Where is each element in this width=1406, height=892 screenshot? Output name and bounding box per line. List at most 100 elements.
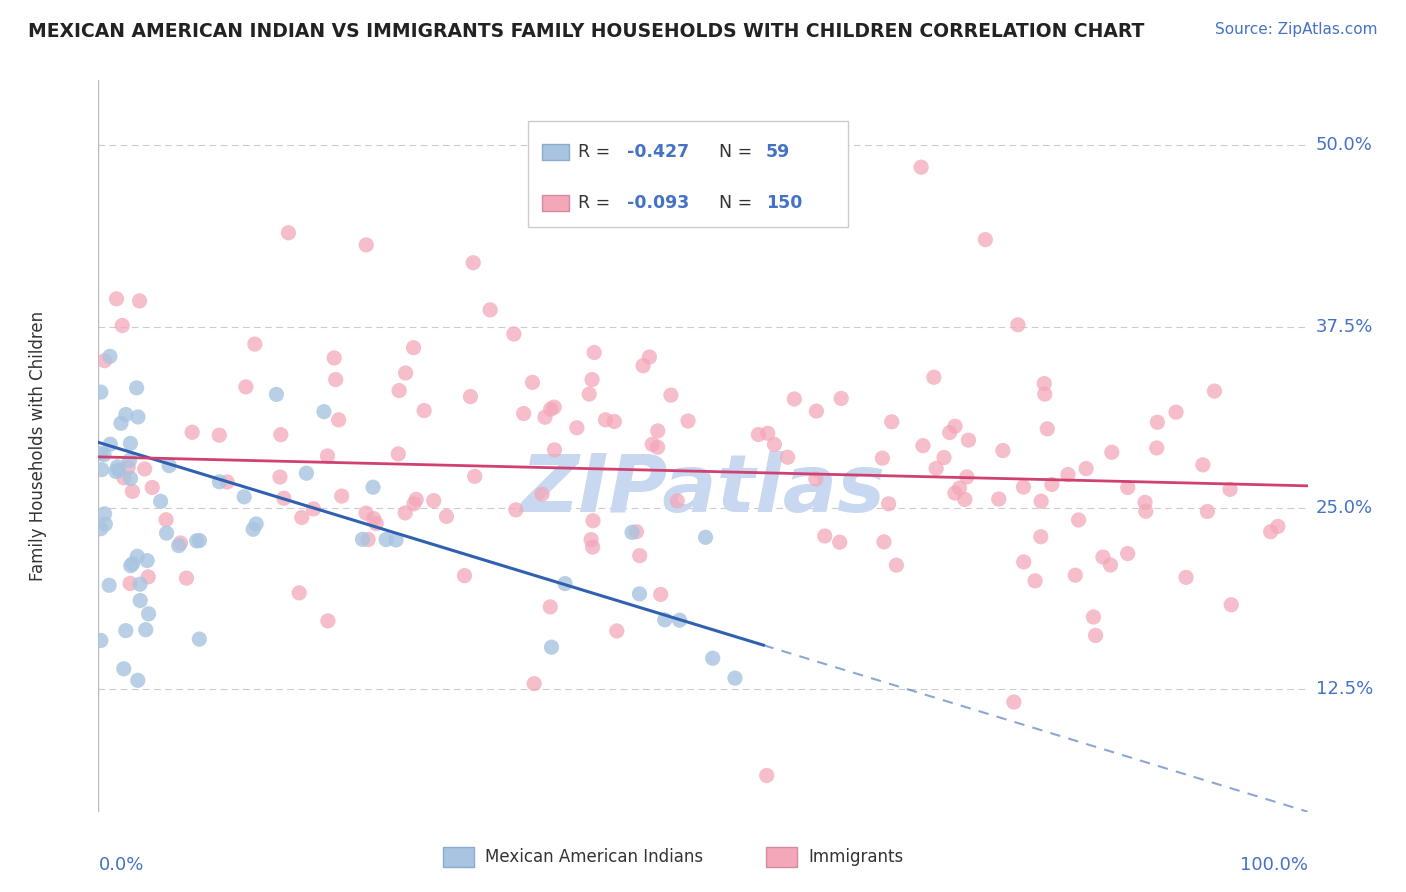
Point <box>394 506 416 520</box>
Text: R =: R = <box>578 144 616 161</box>
Point <box>266 387 288 401</box>
Point <box>1057 467 1080 482</box>
Point <box>90 522 112 536</box>
Point <box>943 486 966 500</box>
Point <box>872 451 894 466</box>
Point <box>606 624 628 638</box>
Point <box>1116 547 1139 561</box>
Point <box>291 510 314 524</box>
Point <box>1083 610 1105 624</box>
Bar <box>543 145 569 161</box>
Point <box>93 353 115 368</box>
Point <box>595 413 617 427</box>
Point <box>354 506 377 520</box>
Point <box>120 436 142 450</box>
Text: 25.0%: 25.0% <box>1316 499 1374 516</box>
Point <box>1007 318 1029 332</box>
Point <box>104 465 127 479</box>
Text: N =: N = <box>718 144 758 161</box>
Point <box>149 494 172 508</box>
Text: Source: ZipAtlas.com: Source: ZipAtlas.com <box>1215 22 1378 37</box>
Point <box>375 533 398 547</box>
Point <box>603 414 626 428</box>
Point <box>991 443 1014 458</box>
Point <box>804 472 827 486</box>
Point <box>328 413 350 427</box>
Point <box>134 462 156 476</box>
Point <box>112 662 135 676</box>
Point <box>243 337 266 351</box>
Point <box>1064 568 1087 582</box>
Point <box>695 530 717 544</box>
Point <box>155 526 177 541</box>
Point <box>1197 504 1219 518</box>
Point <box>880 415 903 429</box>
Point <box>125 381 148 395</box>
Point <box>540 640 562 655</box>
Point <box>186 533 208 548</box>
Point <box>188 533 211 548</box>
Point <box>479 302 502 317</box>
Point <box>582 514 605 528</box>
Point <box>747 427 769 442</box>
Point <box>502 326 524 341</box>
Text: 100.0%: 100.0% <box>1240 855 1308 873</box>
Point <box>108 463 131 477</box>
Point <box>650 587 672 601</box>
Point <box>422 493 444 508</box>
Point <box>938 425 960 440</box>
Point <box>176 571 198 585</box>
Point <box>583 345 606 359</box>
Text: R =: R = <box>578 194 616 212</box>
Point <box>93 507 115 521</box>
Point <box>830 392 852 406</box>
Point <box>886 558 908 573</box>
Point <box>288 586 311 600</box>
Point <box>129 577 152 591</box>
Point <box>330 489 353 503</box>
Point <box>464 469 486 483</box>
Point <box>1040 477 1063 491</box>
Point <box>388 384 411 398</box>
Point <box>94 517 117 532</box>
Point <box>361 480 384 494</box>
Point <box>107 459 129 474</box>
Point <box>581 372 603 386</box>
Point <box>217 475 239 489</box>
Point <box>90 446 112 460</box>
Point <box>540 402 562 417</box>
Point <box>1146 415 1168 429</box>
Point <box>763 437 786 451</box>
Point <box>394 366 416 380</box>
Point <box>405 492 427 507</box>
Point <box>1260 524 1282 539</box>
Point <box>138 607 160 621</box>
Text: 150: 150 <box>766 194 803 212</box>
Point <box>90 385 112 400</box>
Point <box>654 613 676 627</box>
Point <box>114 624 136 638</box>
Point <box>659 388 682 402</box>
Point <box>312 405 335 419</box>
Point <box>120 576 142 591</box>
Point <box>93 448 115 462</box>
Point <box>1101 445 1123 459</box>
Point <box>755 768 778 782</box>
Text: N =: N = <box>718 194 758 212</box>
Point <box>105 292 128 306</box>
Point <box>127 409 149 424</box>
Point <box>641 437 664 451</box>
Point <box>647 424 669 438</box>
Point <box>169 536 191 550</box>
Point <box>245 516 267 531</box>
Point <box>354 238 377 252</box>
Point <box>877 497 900 511</box>
Point <box>1192 458 1215 472</box>
Bar <box>543 195 569 211</box>
Point <box>702 651 724 665</box>
Point <box>628 587 651 601</box>
Text: -0.427: -0.427 <box>627 144 689 161</box>
Text: Immigrants: Immigrants <box>808 848 904 866</box>
Point <box>1135 504 1157 518</box>
Point <box>128 293 150 308</box>
